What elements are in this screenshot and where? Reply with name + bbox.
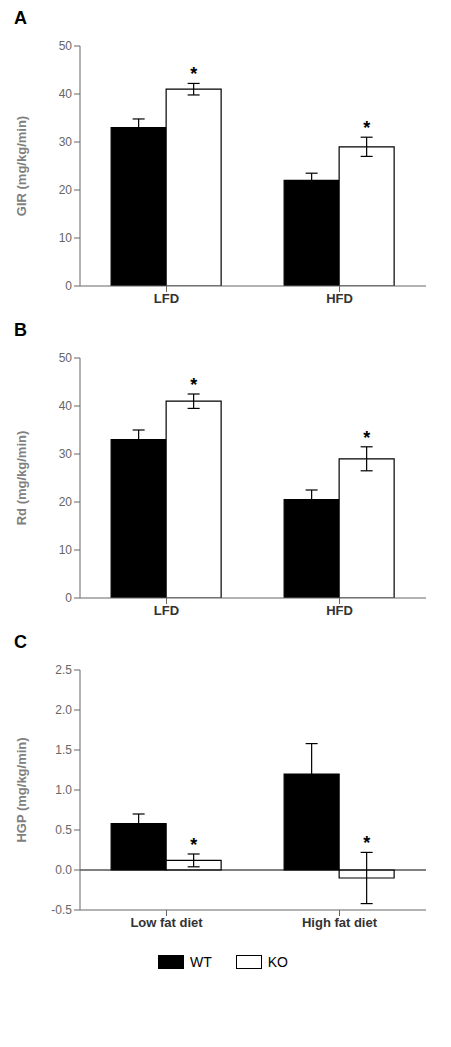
svg-text:1.0: 1.0 (55, 783, 72, 797)
svg-text:20: 20 (59, 495, 73, 509)
svg-text:0.0: 0.0 (55, 863, 72, 877)
svg-text:LFD: LFD (154, 291, 179, 306)
svg-text:10: 10 (59, 543, 73, 557)
svg-text:50: 50 (59, 39, 73, 53)
svg-text:Low fat diet: Low fat diet (130, 915, 203, 930)
svg-text:1.5: 1.5 (55, 743, 72, 757)
html-text:KO: KO (267, 954, 288, 970)
svg-text:High fat diet: High fat diet (302, 915, 378, 930)
svg-text:20: 20 (59, 183, 73, 197)
svg-text:HGP (mg/kg/min): HGP (mg/kg/min) (14, 737, 29, 842)
html-text:B: B (14, 320, 27, 340)
html-text:C: C (14, 632, 27, 652)
svg-text:Rd (mg/kg/min): Rd (mg/kg/min) (14, 431, 29, 526)
svg-text:2.0: 2.0 (55, 703, 72, 717)
svg-text:-0.5: -0.5 (51, 903, 72, 917)
svg-text:HFD: HFD (326, 603, 353, 618)
svg-text:30: 30 (59, 135, 73, 149)
svg-text:*: * (363, 428, 370, 448)
svg-text:10: 10 (59, 231, 73, 245)
svg-text:*: * (190, 835, 197, 855)
svg-text:*: * (190, 64, 197, 84)
svg-text:0.5: 0.5 (55, 823, 72, 837)
svg-text:2.5: 2.5 (55, 663, 72, 677)
svg-text:0: 0 (65, 591, 72, 605)
html-text:WT: WT (190, 954, 212, 970)
svg-text:0: 0 (65, 279, 72, 293)
html-text:A: A (14, 8, 27, 28)
svg-text:HFD: HFD (326, 291, 353, 306)
svg-text:40: 40 (59, 87, 73, 101)
svg-text:40: 40 (59, 399, 73, 413)
svg-text:*: * (363, 833, 370, 853)
svg-text:50: 50 (59, 351, 73, 365)
svg-text:GIR (mg/kg/min): GIR (mg/kg/min) (14, 116, 29, 216)
svg-text:30: 30 (59, 447, 73, 461)
svg-text:LFD: LFD (154, 603, 179, 618)
svg-text:*: * (363, 118, 370, 138)
svg-text:*: * (190, 375, 197, 395)
